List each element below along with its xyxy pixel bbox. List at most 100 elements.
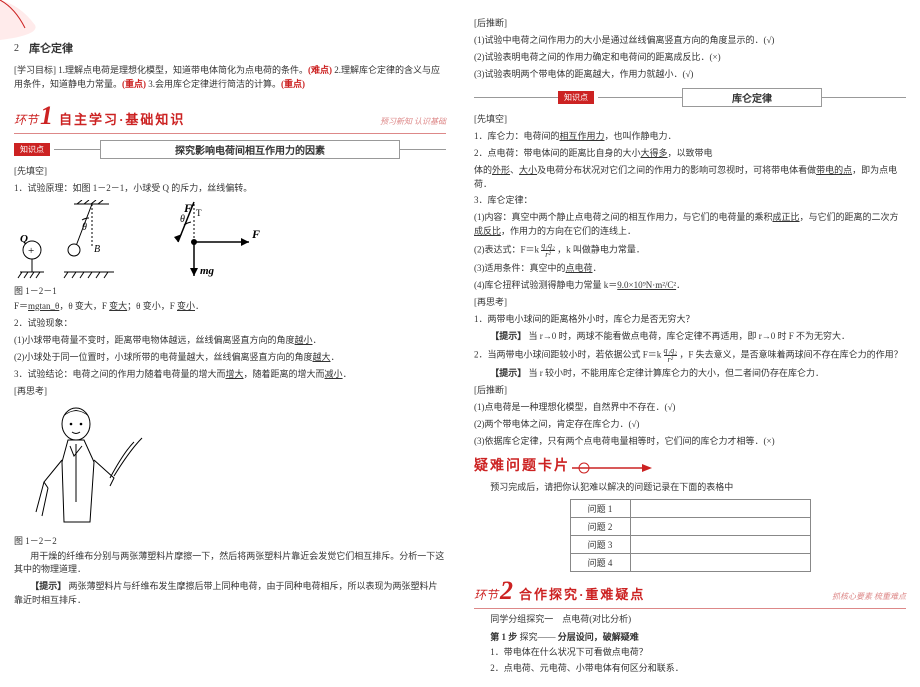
formula-2: q₁q₂ r² bbox=[664, 347, 678, 364]
hint-label: 【提示】 bbox=[490, 368, 526, 378]
rethink2-q2: 2．当两带电小球间距较小时，若依据公式 F＝k q₁q₂ r² ，F 失去意义，… bbox=[474, 347, 906, 364]
explore-q1: 1．带电体在什么状况下可看做点电荷？ bbox=[474, 646, 906, 660]
env2-label: 环节 bbox=[474, 586, 498, 603]
figure-row-1: θ B + Q F T θ bbox=[14, 200, 446, 280]
p2e: ；θ 变小，F bbox=[127, 301, 177, 311]
t2-p3: 体的外形、大小及电荷分布状况对它们之间的作用力的影响可忽视时，可将带电体看做带电… bbox=[474, 164, 906, 192]
topic-line bbox=[598, 97, 682, 98]
q-row-4: 问题 4 bbox=[570, 553, 630, 571]
p3f: 带电的点 bbox=[816, 165, 852, 175]
p2c: ，θ 变大，F bbox=[59, 301, 109, 311]
qa-title: 疑难问题卡片 bbox=[474, 459, 570, 474]
explore-q2: 2．点电荷、元电荷、小带电体有何区分和联系． bbox=[474, 662, 906, 676]
p4b: 越小 bbox=[295, 335, 313, 345]
step-1: 第 1 步 探究—— 分层设问，破解疑难 bbox=[474, 630, 906, 643]
topic-1-tag: 知识点 bbox=[14, 143, 50, 156]
t2-p5: (1)内容：真空中两个静止点电荷之间的相互作用力，与它们的电荷量的乘积成正比，与… bbox=[474, 211, 906, 239]
figure-1-right: FT θ F mg bbox=[154, 200, 274, 280]
p4a: (1)小球带电荷量不变时，距离带电物体越远，丝线偏离竖直方向的角度 bbox=[14, 335, 295, 345]
p5a: (2)小球处于同一位置时，小球所带的电荷量越大，丝线偏离竖直方向的角度 bbox=[14, 352, 313, 362]
figure-1-label: 图 1－2－1 bbox=[14, 284, 446, 297]
p1c: ，也叫作静电力． bbox=[605, 131, 677, 141]
p2a: 2．点电荷：带电体间的距离比自身的大小 bbox=[474, 148, 641, 158]
svg-text:θ: θ bbox=[82, 222, 87, 233]
goal-3-tag: (重点) bbox=[281, 79, 305, 89]
q-cell bbox=[630, 499, 810, 517]
p1b: 相互作用力 bbox=[560, 131, 605, 141]
t1-p6: 3．试验结论：电荷之间的作用力随着电荷量的增大而增大，随着距离的增大而减小． bbox=[14, 368, 446, 382]
svg-text:+: + bbox=[28, 245, 34, 257]
q2a: 2．当两带电小球间距较小时，若依据公式 F＝k bbox=[474, 350, 661, 360]
goal-1: 1.理解点电荷是理想化模型，知道带电体简化为点电荷的条件。 bbox=[58, 65, 308, 75]
hint1-text: 当 r→0 时，两球不能看做点电荷，库仑定律不再适用，即 r→0 时 F 不为无… bbox=[528, 331, 850, 341]
p6b: ，k 叫做静电力常量． bbox=[557, 245, 645, 255]
env1-label: 环节 bbox=[14, 111, 38, 128]
svg-text:B: B bbox=[94, 244, 100, 255]
goal-1-tag: (难点) bbox=[308, 65, 332, 75]
blank-label: [先填空] bbox=[14, 165, 446, 179]
t2-p4: 3．库仑定律： bbox=[474, 194, 906, 208]
svg-text:Q: Q bbox=[20, 233, 28, 245]
p6e: ． bbox=[343, 369, 352, 379]
explore-intro: 同学分组探究一 点电荷(对比分析) bbox=[474, 613, 906, 627]
topic-1-text: 探究影响电荷间相互作用力的因素 bbox=[100, 140, 400, 159]
page-number: 2 bbox=[14, 43, 19, 54]
p5c: ． bbox=[331, 352, 340, 362]
goal-3: 3.会用库仑定律进行简洁的计算。 bbox=[148, 79, 281, 89]
section-1-header: 环节 1 自主学习·基础知识 预习新知 认识基础 bbox=[14, 101, 446, 134]
t1-p2: F＝mgtan_θ，θ 变大，F 变大；θ 变小，F 变小． bbox=[14, 300, 446, 314]
p5a: (1)内容：真空中两个静止点电荷之间的相互作用力，与它们的电荷量的乘积 bbox=[474, 212, 773, 222]
p5d: 成反比 bbox=[474, 226, 501, 236]
figure-2-illustration bbox=[14, 402, 154, 532]
step1-a: 探究—— bbox=[519, 632, 555, 642]
env2-sub: 抓核心要素 梳重难点 bbox=[832, 591, 906, 602]
svg-text:θ: θ bbox=[180, 214, 185, 225]
rethink-label-2: [再思考] bbox=[474, 296, 906, 310]
p2a: F＝ bbox=[14, 301, 28, 311]
blank-label-2: [先填空] bbox=[474, 113, 906, 127]
p2f: 变小 bbox=[177, 301, 195, 311]
after-a3: (3)试验表明两个带电体的距离越大，作用力就越小．(√) bbox=[474, 68, 906, 82]
topic-line bbox=[400, 149, 446, 150]
rethink-question: 用干燥的纤维布分别与两张薄塑料片摩擦一下，然后将两张塑料片靠近会发觉它们相互排斥… bbox=[14, 550, 446, 578]
p6c: ，随着距离的增大而 bbox=[244, 369, 325, 379]
rethink2-hint1: 【提示】 当 r→0 时，两球不能看做点电荷，库仑定律不再适用，即 r→0 时 … bbox=[474, 330, 906, 344]
env1-title: 自主学习·基础知识 bbox=[59, 109, 185, 128]
p3a: 体的 bbox=[474, 165, 492, 175]
after-a1: (1)试验中电荷之间作用力的大小是通过丝线偏离竖直方向的角度显示的．(√) bbox=[474, 34, 906, 48]
rethink2-hint2: 【提示】 当 r 较小时，不能用库仑定律计算库仑力的大小，但二者间仍存在库仑力． bbox=[474, 367, 906, 381]
svg-text:F: F bbox=[251, 227, 260, 241]
p5b: 越大 bbox=[313, 352, 331, 362]
topic-line bbox=[54, 149, 100, 150]
p5e: ，作用力的方向在它们的连线上． bbox=[501, 226, 636, 236]
p2c: ，以致带电 bbox=[668, 148, 713, 158]
after2-a1: (1)点电荷是一种理想化模型，自然界中不存在．(√) bbox=[474, 401, 906, 415]
qa-card: 疑难问题卡片 bbox=[474, 455, 906, 475]
p4c: ． bbox=[313, 335, 322, 345]
goal-2-tag: (重点) bbox=[122, 79, 146, 89]
hint-label: 【提示】 bbox=[30, 581, 66, 591]
topic-2-text: 库仑定律 bbox=[682, 88, 822, 107]
rethink2-q1: 1．两带电小球间的距离格外小时，库仑力是否无穷大？ bbox=[474, 313, 906, 327]
p8a: (4)库仑扭秤试验测得静电力常量 k＝ bbox=[474, 280, 617, 290]
p2d: 变大 bbox=[109, 301, 127, 311]
q2b: ，F 失去意义，是否意味着两球间不存在库仑力的作用？ bbox=[679, 350, 902, 360]
after-label-1: [后推断] bbox=[474, 17, 906, 31]
svg-text:T: T bbox=[196, 208, 202, 218]
p2b: mgtan_θ bbox=[28, 301, 59, 311]
left-column: 2 库仑定律 [学习目标] 1.理解点电荷是理想化模型，知道带电体简化为点电荷的… bbox=[0, 0, 460, 687]
p5b: 成正比 bbox=[773, 212, 800, 222]
t1-p4: (1)小球带电荷量不变时，距离带电物体越远，丝线偏离竖直方向的角度越小． bbox=[14, 334, 446, 348]
p5c: ，与它们的距离的二次方 bbox=[800, 212, 899, 222]
qa-intro: 预习完成后，请把你认犯难以解决的问题记录在下面的表格中 bbox=[474, 481, 906, 495]
figure-2-label: 图 1－2－2 bbox=[14, 534, 446, 547]
env2-title: 合作探究·重难疑点 bbox=[519, 584, 645, 603]
p2g: ． bbox=[195, 301, 204, 311]
t1-p3: 2．试验现象： bbox=[14, 317, 446, 331]
right-column: [后推断] (1)试验中电荷之间作用力的大小是通过丝线偏离竖直方向的角度显示的．… bbox=[460, 0, 920, 687]
topic-1-box: 知识点 探究影响电荷间相互作用力的因素 bbox=[14, 140, 446, 159]
hint-para: 【提示】 两张薄塑料片与纤维布发生摩擦后带上同种电荷，由于同种电荷相斥，所以表现… bbox=[14, 580, 446, 608]
t1-p5: (2)小球处于同一位置时，小球所带的电荷量越大，丝线偏离竖直方向的角度越大． bbox=[14, 351, 446, 365]
p6a: 3．试验结论：电荷之间的作用力随着电荷量的增大而 bbox=[14, 369, 226, 379]
after-a2: (2)试验表明电荷之间的作用力确定和电荷间的距离成反比．(×) bbox=[474, 51, 906, 65]
